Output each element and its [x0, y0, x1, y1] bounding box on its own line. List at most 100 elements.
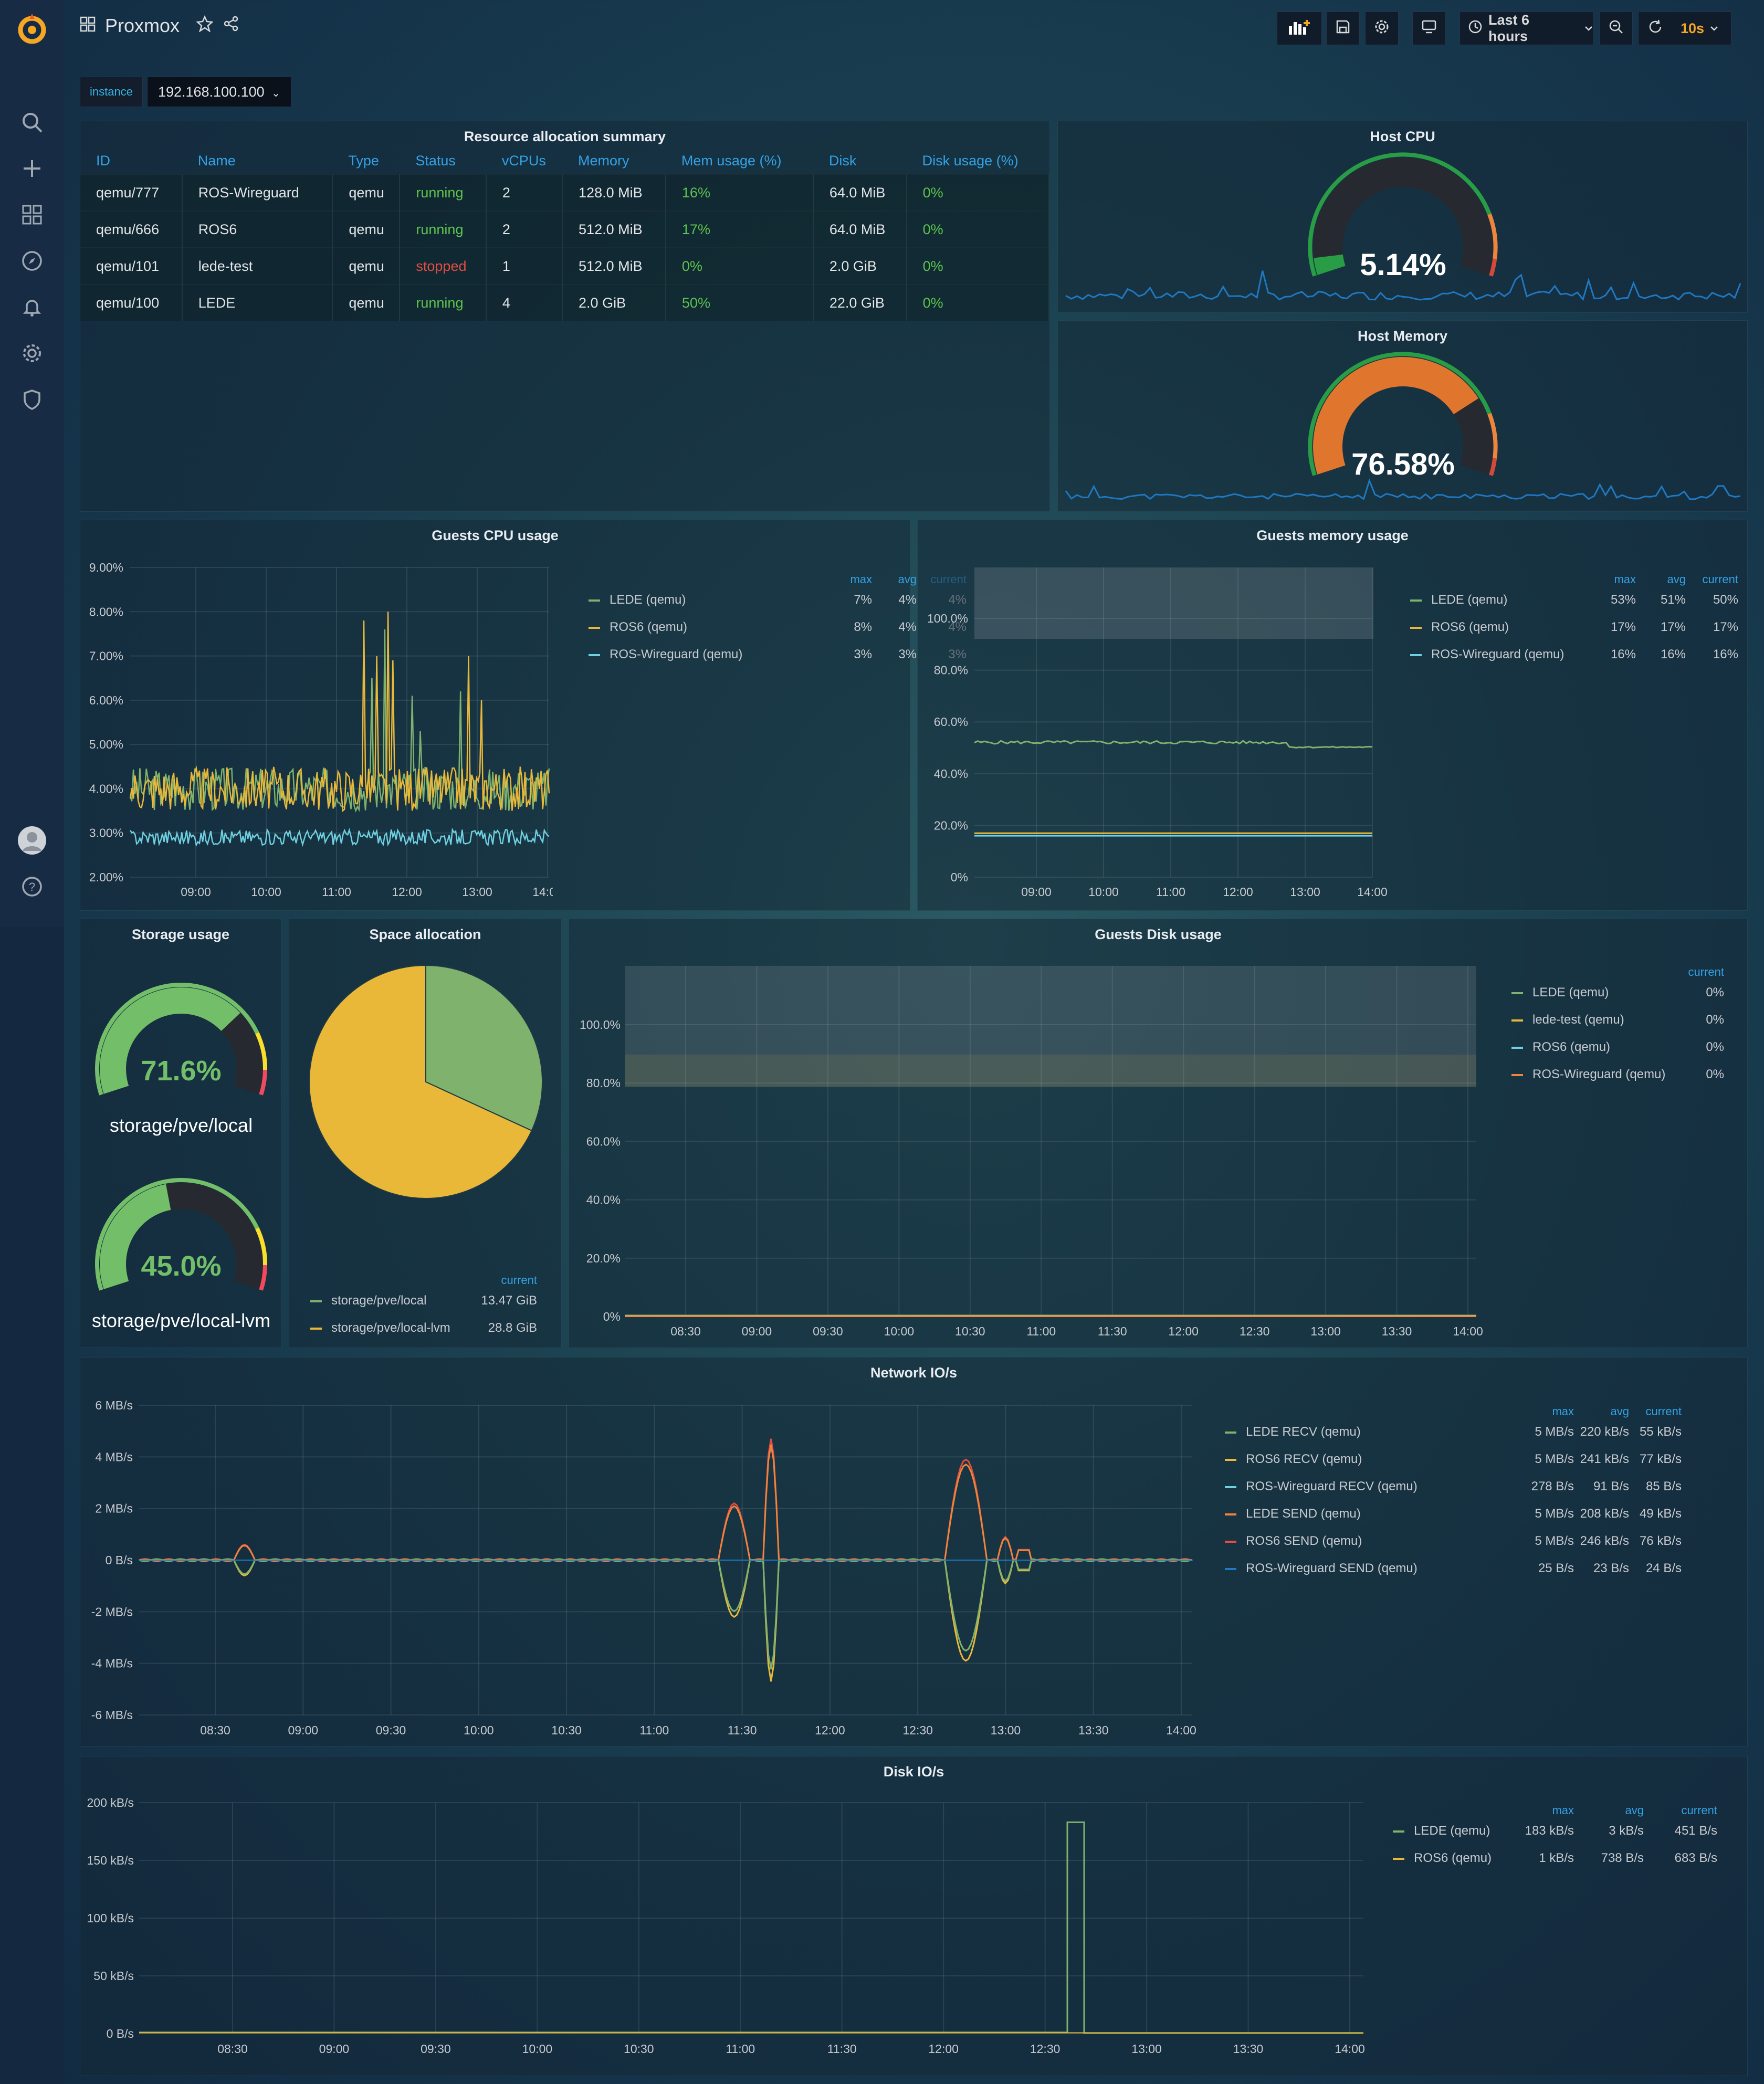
column-header[interactable]: ID — [96, 152, 110, 169]
user-avatar-icon[interactable] — [16, 825, 48, 856]
legend-header[interactable]: max — [1552, 1804, 1574, 1817]
instance-variable-select[interactable]: 192.168.100.100 ⌄ — [146, 77, 291, 107]
legend-header[interactable]: avg — [1610, 1405, 1629, 1418]
legend-header[interactable]: total — [1755, 1405, 1764, 1418]
space-pie-chart[interactable] — [289, 919, 562, 1213]
dashboards-icon[interactable] — [16, 199, 48, 230]
table-row[interactable]: qemu/101 lede-test qemu stopped 1 512.0 MiB 0%… — [80, 247, 1050, 285]
host-cpu-panel: Host CPU 5.14% — [1057, 121, 1748, 313]
legend-header[interactable]: max — [1552, 1405, 1574, 1418]
column-header[interactable]: vCPUs — [501, 152, 546, 169]
guests-cpu-chart[interactable]: 9.00% 8.00% 7.00% 6.00% 5.00% 4.00% 3.00% 2.00%… — [80, 520, 553, 911]
legend-item[interactable]: LEDE (qemu) 183 kB/s 3 kB/s 451 B/s — [1393, 1824, 1739, 1845]
legend-item[interactable]: ROS6 (qemu) 0% — [1511, 1040, 1732, 1061]
refresh-button[interactable]: 10s — [1638, 12, 1731, 45]
legend-item[interactable]: ROS-Wireguard (qemu)3%3%3% — [589, 647, 967, 668]
network-io-chart[interactable]: 6 MB/s 4 MB/s 2 MB/s 0 B/s -2 MB/s -4 MB/s -6 … — [80, 1357, 1199, 1747]
legend-header[interactable]: max — [850, 573, 872, 586]
shield-icon[interactable] — [16, 384, 48, 415]
guests-disk-chart[interactable]: 100.0% 80.0% 60.0% 40.0% 20.0% 0% 08:30 09:00 09… — [569, 919, 1493, 1349]
legend-series-name: ROS6 RECV (qemu) — [1246, 1452, 1362, 1466]
legend-series-name: LEDE (qemu) — [1532, 985, 1609, 999]
legend-item[interactable]: ROS6 (qemu) 1 kB/s 738 B/s 683 B/s — [1393, 1851, 1739, 1872]
y-tick-label: 100.0% — [580, 1018, 621, 1032]
legend-value-max: 183 kB/s — [1525, 1824, 1574, 1838]
legend-header[interactable]: current — [1688, 965, 1724, 978]
column-header[interactable]: Disk usage (%) — [922, 152, 1018, 169]
table-row[interactable]: qemu/666 ROS6 qemu running 2 512.0 MiB 17% 64.0… — [80, 210, 1050, 248]
column-header[interactable]: Name — [197, 152, 236, 169]
legend-item[interactable]: ROS6 (qemu) 17% 17% 17% — [1410, 620, 1738, 641]
x-tick-label: 13:30 — [1233, 2042, 1264, 2056]
grafana-logo-icon[interactable] — [14, 10, 50, 47]
guests-memory-chart[interactable]: 100.0% 80.0% 60.0% 40.0% 20.0% 0% 09:00 10:00 11… — [918, 520, 1390, 911]
host-memory-sparkline — [1065, 478, 1741, 500]
legend-header[interactable]: avg — [898, 573, 917, 586]
legend-item[interactable]: ROS-Wireguard (qemu) 0% — [1511, 1067, 1732, 1088]
storage-usage-panel: Storage usage 71.6% storage/pve/local 45… — [80, 919, 281, 1348]
disk-io-chart[interactable]: 200 kB/s 150 kB/s 100 kB/s 50 kB/s 0 B/s 08:3… — [80, 1756, 1372, 2077]
table-cell: 50% — [665, 284, 814, 321]
add-panel-button[interactable] — [1277, 12, 1322, 45]
zoom-out-button[interactable] — [1599, 12, 1633, 45]
tv-mode-button[interactable] — [1412, 12, 1446, 45]
legend-item[interactable]: storage/pve/local-lvm 28.8 GiB — [310, 1321, 547, 1342]
legend-header[interactable]: current — [1681, 1804, 1717, 1817]
column-header[interactable]: Memory — [578, 152, 629, 169]
dashboard-title-text[interactable]: Proxmox — [105, 15, 180, 36]
column-header[interactable]: Disk — [828, 152, 857, 169]
legend-value-max: 5 MB/s — [1535, 1534, 1574, 1548]
legend-value-current: 76 kB/s — [1639, 1534, 1682, 1548]
legend-item[interactable]: LEDE (qemu)7%4%4% — [589, 593, 967, 614]
legend-item[interactable]: ROS-Wireguard SEND (qemu) 25 B/s 23 B/s 24 … — [1225, 1561, 1739, 1582]
column-header[interactable]: Status — [415, 152, 456, 169]
legend-item[interactable]: storage/pve/local 13.47 GiB — [310, 1293, 547, 1314]
help-icon[interactable]: ? — [16, 871, 48, 902]
alerting-bell-icon[interactable] — [16, 291, 48, 323]
plus-icon[interactable] — [16, 153, 48, 184]
y-tick-label: 0% — [603, 1310, 621, 1323]
search-icon[interactable] — [16, 107, 48, 138]
time-picker-button[interactable]: Last 6 hours — [1460, 12, 1594, 45]
x-tick-label: 09:00 — [319, 2042, 350, 2056]
legend-swatch — [1225, 1486, 1236, 1488]
star-icon[interactable] — [196, 15, 214, 37]
cpu-series-lede — [129, 629, 550, 813]
x-tick-label: 14:00 — [1357, 885, 1388, 899]
legend-value-max: 53% — [1610, 593, 1636, 607]
column-header[interactable]: Mem usage (%) — [681, 152, 782, 169]
net-series-lede-recv — [139, 1558, 1193, 1670]
table-row[interactable]: qemu/777 ROS-Wireguard qemu running 2 128.0 M… — [80, 174, 1050, 211]
dashboard-settings-button[interactable] — [1365, 12, 1399, 45]
legend-swatch — [1511, 1019, 1523, 1022]
table-row[interactable]: qemu/100 LEDE qemu running 4 2.0 GiB 50% 22.0 G… — [80, 284, 1050, 321]
save-button[interactable] — [1326, 12, 1360, 45]
legend-series-name: ROS6 (qemu) — [1414, 1851, 1492, 1865]
legend-item[interactable]: lede-test (qemu) 0% — [1511, 1013, 1732, 1034]
legend-value-total: 43 kB/s — [1755, 1479, 1764, 1494]
legend-header[interactable]: max — [1614, 573, 1636, 586]
legend-header[interactable]: avg — [1667, 573, 1686, 586]
x-tick-label: 10:00 — [464, 1723, 494, 1737]
legend-item[interactable]: ROS-Wireguard (qemu) 16% 16% 16% — [1410, 647, 1738, 668]
x-tick-label: 09:30 — [813, 1324, 843, 1338]
legend-header[interactable]: current — [501, 1273, 537, 1287]
legend-item[interactable]: ROS-Wireguard RECV (qemu) 278 B/s 91 B/s 85… — [1225, 1479, 1739, 1500]
explore-compass-icon[interactable] — [16, 245, 48, 277]
legend-header[interactable]: avg — [1625, 1804, 1644, 1817]
settings-gear-icon[interactable] — [16, 338, 48, 369]
legend-series-name: ROS-Wireguard RECV (qemu) — [1246, 1479, 1418, 1493]
legend-value-avg: 23 B/s — [1593, 1561, 1629, 1575]
table-cell: 0% — [906, 247, 1050, 285]
legend-item[interactable]: LEDE (qemu) 0% — [1511, 985, 1732, 1006]
legend-item[interactable]: LEDE (qemu) 53% 51% 50% — [1410, 593, 1738, 614]
legend-header[interactable]: current — [1645, 1405, 1682, 1418]
share-icon[interactable] — [223, 15, 239, 37]
legend-header[interactable]: current — [1702, 573, 1738, 586]
legend-item[interactable]: ROS6 (qemu)8%4%4% — [589, 620, 967, 641]
column-header[interactable]: Type — [348, 152, 379, 169]
